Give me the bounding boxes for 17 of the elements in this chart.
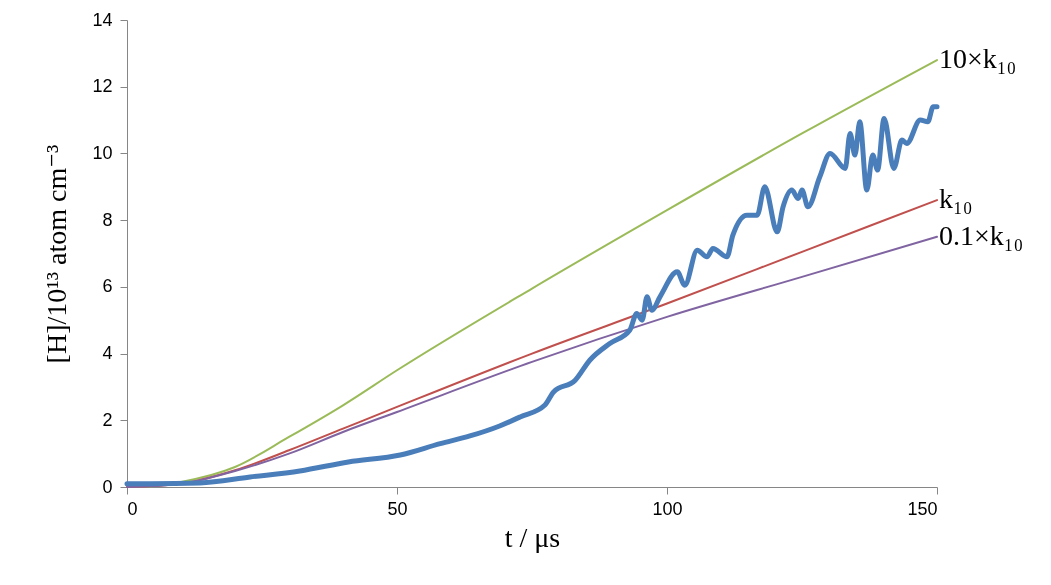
- x-tick-label: 150: [907, 498, 938, 519]
- y-tick-label: 0: [102, 476, 113, 497]
- y-tick-label: 2: [102, 409, 113, 430]
- x-tick-label: 0: [127, 498, 138, 519]
- y-tick-label: 14: [92, 9, 113, 30]
- y-axis-title: [H]/10¹³ atom cm⁻³: [41, 144, 73, 364]
- y-tick-label: 10: [92, 142, 113, 163]
- y-tick-label: 12: [92, 76, 113, 97]
- y-tick-label: 8: [102, 209, 113, 230]
- y-tick-label: 4: [102, 343, 113, 364]
- x-axis-title: t / μs: [504, 521, 561, 553]
- x-tick-label: 100: [652, 498, 683, 519]
- series-label: k₁₀: [939, 183, 973, 215]
- y-tick-label: 6: [102, 276, 113, 297]
- series-label: 0.1×k₁₀: [939, 219, 1024, 251]
- series-label: 10×k₁₀: [939, 43, 1017, 75]
- x-tick-label: 50: [387, 498, 408, 519]
